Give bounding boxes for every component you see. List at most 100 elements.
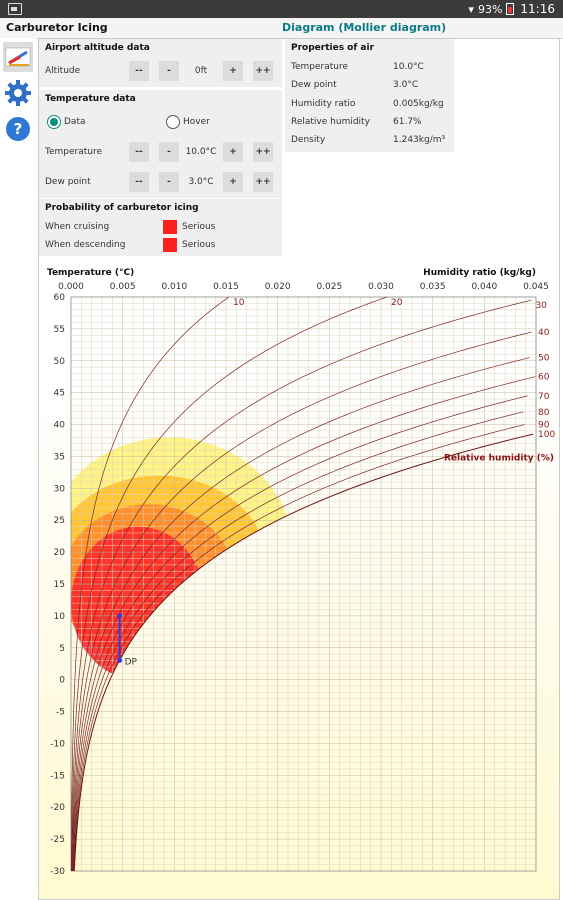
temperature-value: 10.0°C bbox=[185, 147, 217, 157]
temperature-panel-title: Temperature data bbox=[45, 94, 136, 104]
wifi-icon: ▾ bbox=[468, 2, 474, 16]
rh-curve bbox=[71, 331, 532, 872]
y-axis-title: Temperature (°C) bbox=[47, 268, 134, 278]
rh-curve-label: 70 bbox=[538, 392, 550, 402]
prop-value: 10.0°C bbox=[393, 62, 424, 72]
y-tick-label: -30 bbox=[50, 867, 65, 877]
x-tick-label: 0.020 bbox=[265, 282, 291, 292]
dewpoint-increase-button[interactable]: + bbox=[223, 172, 243, 192]
clock: 11:16 bbox=[520, 2, 555, 16]
y-tick-label: -20 bbox=[50, 803, 65, 813]
cruising-severity: Serious bbox=[182, 222, 216, 232]
rh-curve-label: 40 bbox=[538, 328, 550, 338]
prop-label: Temperature bbox=[291, 62, 349, 72]
help-icon: ? bbox=[6, 117, 30, 141]
temperature-data-panel: Temperature data Data Hover Temperature … bbox=[39, 90, 282, 198]
prop-label: Dew point bbox=[291, 80, 337, 90]
data-mode-label: Data bbox=[64, 117, 86, 127]
airport-altitude-panel: Airport altitude data Altitude -- - 0ft … bbox=[39, 39, 282, 87]
temperature-decrease-button[interactable]: - bbox=[159, 142, 179, 162]
hover-mode-radio[interactable] bbox=[166, 115, 180, 129]
rh-curve bbox=[73, 433, 534, 872]
y-tick-label: 30 bbox=[54, 484, 66, 494]
x-tick-label: 0.045 bbox=[523, 282, 549, 292]
prop-value: 3.0°C bbox=[393, 80, 419, 90]
cruising-label: When cruising bbox=[45, 222, 110, 232]
y-tick-label: 15 bbox=[54, 580, 65, 590]
probability-panel-title: Probability of carburetor icing bbox=[45, 203, 199, 213]
settings-button[interactable] bbox=[3, 78, 33, 108]
slide-rule-button[interactable] bbox=[3, 42, 33, 72]
altitude-decrease-button[interactable]: - bbox=[159, 61, 179, 81]
prop-value: 1.243kg/m³ bbox=[393, 135, 446, 145]
y-tick-label: -25 bbox=[50, 835, 65, 845]
y-tick-label: 35 bbox=[54, 452, 65, 462]
svg-text:?: ? bbox=[14, 120, 23, 138]
prop-label: Relative humidity bbox=[291, 117, 370, 127]
dewpoint-value: 3.0°C bbox=[188, 177, 214, 187]
prop-value: 0.005kg/kg bbox=[393, 99, 444, 109]
hover-mode-label: Hover bbox=[183, 117, 210, 127]
dewpoint-increase-large-button[interactable]: ++ bbox=[253, 172, 273, 192]
y-tick-label: -5 bbox=[56, 708, 65, 718]
y-tick-label: 50 bbox=[54, 357, 66, 367]
x-tick-label: 0.025 bbox=[316, 282, 342, 292]
mollier-chart[interactable]: 10 20 304050607080901006055504540353025201… bbox=[39, 39, 559, 899]
descending-severity-swatch bbox=[163, 238, 177, 252]
rh-curve-label: 80 bbox=[538, 408, 550, 418]
x-tick-label: 0.030 bbox=[368, 282, 394, 292]
status-bar: ▾ 93% 11:16 bbox=[0, 0, 563, 18]
y-tick-label: 10 bbox=[54, 612, 66, 622]
app-bar: Carburetor Icing Diagram (Mollier diagra… bbox=[0, 18, 563, 39]
descending-severity: Serious bbox=[182, 240, 216, 250]
temperature-point bbox=[117, 613, 123, 619]
altitude-decrease-large-button[interactable]: -- bbox=[129, 61, 149, 81]
battery-percent: 93% bbox=[477, 2, 503, 16]
x-tick-label: 0.010 bbox=[161, 282, 187, 292]
y-tick-label: 25 bbox=[54, 516, 65, 526]
prop-value: 61.7% bbox=[393, 117, 422, 127]
x-tick-label: 0.000 bbox=[58, 282, 84, 292]
help-button[interactable]: ? bbox=[3, 114, 33, 144]
altitude-increase-large-button[interactable]: ++ bbox=[253, 61, 273, 81]
y-tick-label: 55 bbox=[54, 325, 65, 335]
sidebar: ? bbox=[0, 38, 36, 900]
rh-curve bbox=[72, 395, 528, 872]
airport-panel-title: Airport altitude data bbox=[45, 43, 150, 53]
rh-axis-title: Relative humidity (%) bbox=[444, 454, 554, 464]
altitude-increase-button[interactable]: + bbox=[223, 61, 243, 81]
rh-curve bbox=[73, 424, 525, 872]
rh-curve-label: 60 bbox=[538, 373, 550, 383]
rh-curve-label: 90 bbox=[538, 421, 550, 431]
cruising-severity-swatch bbox=[163, 220, 177, 234]
dewpoint-label: Dew point bbox=[45, 177, 91, 187]
temperature-decrease-large-button[interactable]: -- bbox=[129, 142, 149, 162]
rh-curve-label: 30 bbox=[535, 301, 547, 311]
temperature-increase-button[interactable]: + bbox=[223, 142, 243, 162]
properties-panel-title: Properties of air bbox=[291, 43, 375, 53]
y-tick-label: 5 bbox=[59, 644, 65, 654]
rh-curve-label: 10 bbox=[233, 298, 245, 308]
plot-frame bbox=[70, 296, 537, 872]
screenshot-icon bbox=[8, 3, 22, 15]
y-tick-label: -10 bbox=[50, 739, 65, 749]
temperature-label: Temperature bbox=[45, 147, 103, 157]
y-tick-label: -15 bbox=[50, 771, 65, 781]
dewpoint-decrease-large-button[interactable]: -- bbox=[129, 172, 149, 192]
altitude-label: Altitude bbox=[45, 66, 81, 76]
data-mode-radio[interactable] bbox=[47, 115, 61, 129]
altitude-value: 0ft bbox=[194, 66, 208, 76]
rh-curve bbox=[72, 357, 530, 872]
prop-label: Humidity ratio bbox=[291, 99, 356, 109]
x-tick-label: 0.005 bbox=[110, 282, 136, 292]
y-tick-label: 60 bbox=[54, 293, 66, 303]
x-axis-title: Humidity ratio (kg/kg) bbox=[423, 268, 536, 278]
dew-point-label: DP bbox=[125, 658, 138, 668]
rh-curve bbox=[70, 296, 230, 872]
y-tick-label: 40 bbox=[54, 421, 66, 431]
rh-curve bbox=[71, 299, 532, 872]
temperature-increase-large-button[interactable]: ++ bbox=[253, 142, 273, 162]
diagram-title: Diagram (Mollier diagram) bbox=[282, 21, 447, 34]
dewpoint-decrease-button[interactable]: - bbox=[159, 172, 179, 192]
rh-curve bbox=[71, 296, 388, 872]
